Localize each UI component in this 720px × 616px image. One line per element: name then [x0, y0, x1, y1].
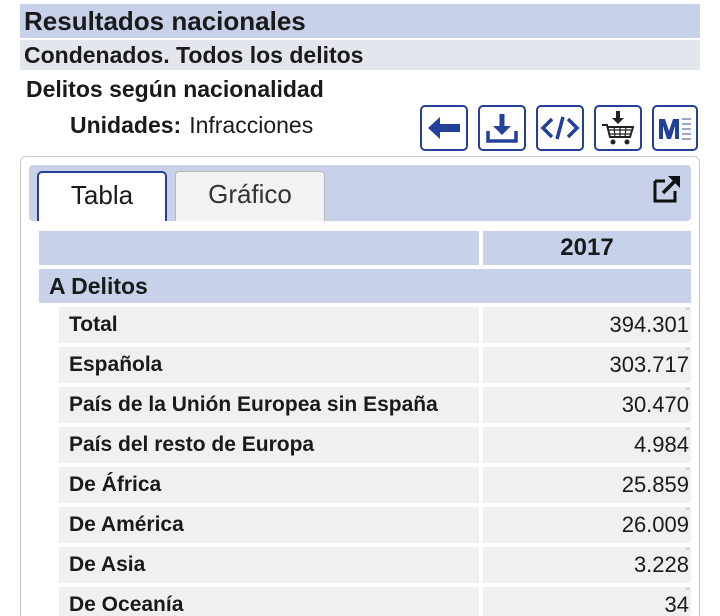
- back-button[interactable]: [420, 105, 468, 151]
- year-header[interactable]: 2017: [483, 231, 691, 265]
- cell-note-icon[interactable]: ˝: [685, 427, 689, 439]
- table-row: De Oceanía 34 ˝: [59, 587, 691, 616]
- row-label: País del resto de Europa: [59, 427, 479, 463]
- download-button[interactable]: [478, 105, 526, 151]
- units-line: Unidades: Infracciones: [70, 110, 313, 140]
- row-value-text: 34: [664, 592, 689, 616]
- row-value: 4.984 ˝: [483, 427, 691, 463]
- row-label: De Oceanía: [59, 587, 479, 616]
- cell-note-icon[interactable]: ˝: [685, 307, 689, 319]
- tab-chart[interactable]: Gráfico: [175, 171, 325, 221]
- row-value-text: 30.470: [621, 392, 689, 417]
- row-label: Total: [59, 307, 479, 343]
- cell-note-icon[interactable]: ˝: [685, 587, 689, 599]
- download-icon: [486, 114, 518, 143]
- row-value: 303.717 ˝: [483, 347, 691, 383]
- table-header-row: 2017: [39, 231, 691, 265]
- page-subtitle: Condenados. Todos los delitos: [20, 40, 700, 70]
- row-value-text: 25.859: [621, 472, 689, 497]
- page-title: Resultados nacionales: [20, 4, 700, 38]
- cell-note-icon[interactable]: ˝: [685, 507, 689, 519]
- header-blank-cell: [39, 231, 479, 265]
- table-row: Española 303.717 ˝: [59, 347, 691, 383]
- row-value-text: 26.009: [621, 512, 689, 537]
- toolbar: [420, 105, 698, 151]
- table-row: País de la Unión Europea sin España 30.47…: [59, 387, 691, 423]
- embed-code-button[interactable]: [536, 105, 584, 151]
- row-value: 30.470 ˝: [483, 387, 691, 423]
- row-value: 26.009 ˝: [483, 507, 691, 543]
- row-value: 394.301 ˝: [483, 307, 691, 343]
- cell-note-icon[interactable]: ˝: [685, 547, 689, 559]
- table-row: País del resto de Europa 4.984 ˝: [59, 427, 691, 463]
- tab-bar: Tabla Gráfico: [29, 165, 691, 221]
- results-panel: Tabla Gráfico 2017 A Delitos Total 394.30…: [20, 156, 700, 616]
- row-label: Española: [59, 347, 479, 383]
- units-value: Infracciones: [189, 112, 314, 138]
- group-header-delitos: A Delitos: [39, 269, 691, 303]
- row-value: 25.859 ˝: [483, 467, 691, 503]
- tab-table[interactable]: Tabla: [37, 171, 167, 221]
- download-cart-button[interactable]: [594, 105, 642, 151]
- cell-note-icon[interactable]: ˝: [685, 347, 689, 359]
- row-value-text: 4.984: [633, 432, 689, 457]
- download-cart-icon: [602, 111, 635, 145]
- row-value: 3.228 ˝: [483, 547, 691, 583]
- cell-note-icon[interactable]: ˝: [685, 387, 689, 399]
- units-label: Unidades:: [70, 112, 182, 138]
- table-row: De Asia 3.228 ˝: [59, 547, 691, 583]
- metadata-button[interactable]: [652, 105, 698, 151]
- table-row: Total 394.301 ˝: [59, 307, 691, 343]
- cell-note-icon[interactable]: ˝: [685, 467, 689, 479]
- metadata-icon: [659, 118, 691, 140]
- row-value-text: 394.301: [609, 312, 689, 337]
- expand-icon[interactable]: [651, 173, 683, 205]
- back-arrow-icon: [428, 117, 460, 139]
- table-row: De América 26.009 ˝: [59, 507, 691, 543]
- row-value-text: 3.228: [633, 552, 689, 577]
- embed-code-icon: [540, 116, 580, 140]
- row-label: De América: [59, 507, 479, 543]
- section-title: Delitos según nacionalidad: [26, 76, 324, 102]
- row-label: País de la Unión Europea sin España: [59, 387, 479, 423]
- row-label: De África: [59, 467, 479, 503]
- row-label: De Asia: [59, 547, 479, 583]
- table-row: De África 25.859 ˝: [59, 467, 691, 503]
- row-value: 34 ˝: [483, 587, 691, 616]
- table-body: Total 394.301 ˝ Española 303.717 ˝ País de la …: [59, 307, 691, 616]
- row-value-text: 303.717: [609, 352, 689, 377]
